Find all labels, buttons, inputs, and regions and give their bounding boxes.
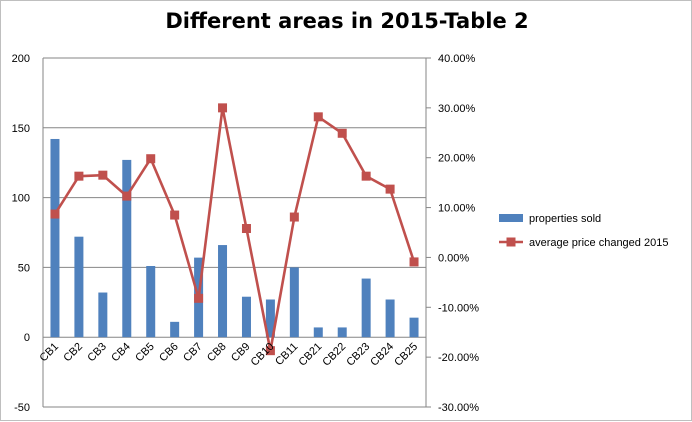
bar <box>98 292 108 338</box>
chart-title: Different areas in 2015-Table 2 <box>165 9 529 33</box>
right-tick-label: 20.00% <box>438 153 476 165</box>
line-marker <box>313 112 323 122</box>
bar <box>409 317 419 338</box>
line-marker <box>170 210 180 220</box>
line-marker <box>385 184 395 194</box>
category-label: CB6 <box>157 341 181 365</box>
legend-swatch-bars <box>499 214 523 222</box>
category-label: CB21 <box>296 341 324 369</box>
line-marker <box>50 209 60 219</box>
category-label: CB11 <box>273 341 300 368</box>
line-marker <box>194 293 204 303</box>
category-label: CB5 <box>133 341 157 365</box>
bar <box>361 278 371 338</box>
line-series <box>53 106 416 352</box>
bar <box>289 267 299 338</box>
line-marker <box>98 170 108 180</box>
left-tick-label: 50 <box>18 262 30 274</box>
left-tick-label: 100 <box>12 193 30 205</box>
line-marker <box>361 171 371 181</box>
right-tick-label: 10.00% <box>438 203 476 215</box>
category-label: CB4 <box>109 341 133 365</box>
left-tick-label: 200 <box>12 53 30 65</box>
right-tick-label: -30.00% <box>438 402 479 414</box>
legend-label-line: average price changed 2015 <box>529 237 668 249</box>
category-label: CB3 <box>85 341 109 365</box>
category-label: CB7 <box>181 341 205 365</box>
bar <box>241 296 251 338</box>
line-marker <box>241 224 251 234</box>
category-label: CB2 <box>61 341 85 365</box>
line-marker <box>337 128 347 138</box>
bar <box>122 159 132 338</box>
line-marker <box>74 171 84 181</box>
bar <box>337 327 347 338</box>
left-tick-label: 0 <box>24 332 30 344</box>
right-tick-label: -20.00% <box>438 352 479 364</box>
bar <box>313 327 323 338</box>
line-marker <box>289 212 299 222</box>
category-label: CB25 <box>392 341 420 369</box>
category-label: CB22 <box>320 341 348 369</box>
left-tick-label: 150 <box>12 123 30 135</box>
category-label: CB1 <box>37 341 61 365</box>
left-tick-label: -50 <box>14 402 30 414</box>
bar <box>170 321 180 338</box>
right-tick-label: 40.00% <box>438 53 476 65</box>
right-tick-label: 30.00% <box>438 103 476 115</box>
bar <box>385 299 395 338</box>
bar <box>218 245 228 338</box>
line-marker <box>218 103 228 113</box>
line-marker <box>146 154 156 164</box>
bar <box>50 138 60 338</box>
right-tick-label: -10.00% <box>438 302 479 314</box>
line-marker <box>122 191 132 201</box>
bar <box>74 236 84 338</box>
line-marker <box>265 346 275 356</box>
legend-label-bars: properties sold <box>529 213 601 225</box>
line-marker <box>409 257 419 267</box>
category-label: CB8 <box>205 341 229 365</box>
legend-marker-line <box>506 237 516 247</box>
category-label: CB24 <box>368 341 396 369</box>
bar <box>265 299 275 338</box>
category-label: CB23 <box>344 341 372 369</box>
right-tick-label: 0.00% <box>438 252 469 264</box>
bar <box>146 266 156 338</box>
